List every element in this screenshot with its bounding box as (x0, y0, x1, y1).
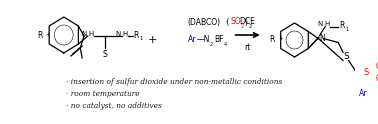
Text: 1: 1 (346, 27, 349, 32)
Text: BF: BF (214, 35, 223, 45)
Text: S: S (343, 52, 349, 61)
Text: N: N (115, 31, 121, 37)
Text: Ar: Ar (187, 35, 196, 45)
Text: ): ) (245, 17, 248, 27)
Text: SO: SO (231, 17, 241, 27)
Text: · insertion of sulfur dioxide under non-metallic conditions: · insertion of sulfur dioxide under non-… (66, 78, 282, 86)
Text: +: + (45, 31, 50, 36)
Text: +: + (148, 35, 158, 45)
Text: N: N (82, 31, 87, 37)
Text: N: N (317, 21, 322, 28)
Text: R: R (270, 35, 275, 45)
Text: O: O (376, 74, 378, 83)
Text: S: S (102, 50, 107, 59)
Text: H: H (324, 21, 330, 28)
Text: 4: 4 (224, 42, 227, 46)
Text: H: H (89, 31, 94, 37)
Text: · room temperature: · room temperature (66, 90, 139, 98)
Text: · no catalyst, no additives: · no catalyst, no additives (66, 102, 161, 110)
Text: 2: 2 (249, 24, 252, 29)
Text: Ar: Ar (358, 89, 367, 97)
Text: N: N (319, 34, 325, 43)
Text: S: S (364, 68, 369, 77)
Text: —N: —N (197, 35, 210, 45)
Text: R: R (134, 31, 139, 40)
Text: DCE: DCE (240, 17, 256, 27)
Text: +: + (278, 36, 283, 42)
Text: rt: rt (245, 44, 251, 52)
Text: H: H (122, 31, 128, 37)
Text: 2: 2 (241, 24, 244, 29)
Text: (DABCO): (DABCO) (187, 17, 221, 27)
Text: 2: 2 (210, 42, 213, 46)
Text: 1: 1 (139, 35, 143, 41)
Text: R: R (339, 21, 345, 30)
Text: O: O (376, 62, 378, 71)
Text: ·(: ·( (224, 17, 229, 27)
Text: R: R (37, 31, 42, 40)
